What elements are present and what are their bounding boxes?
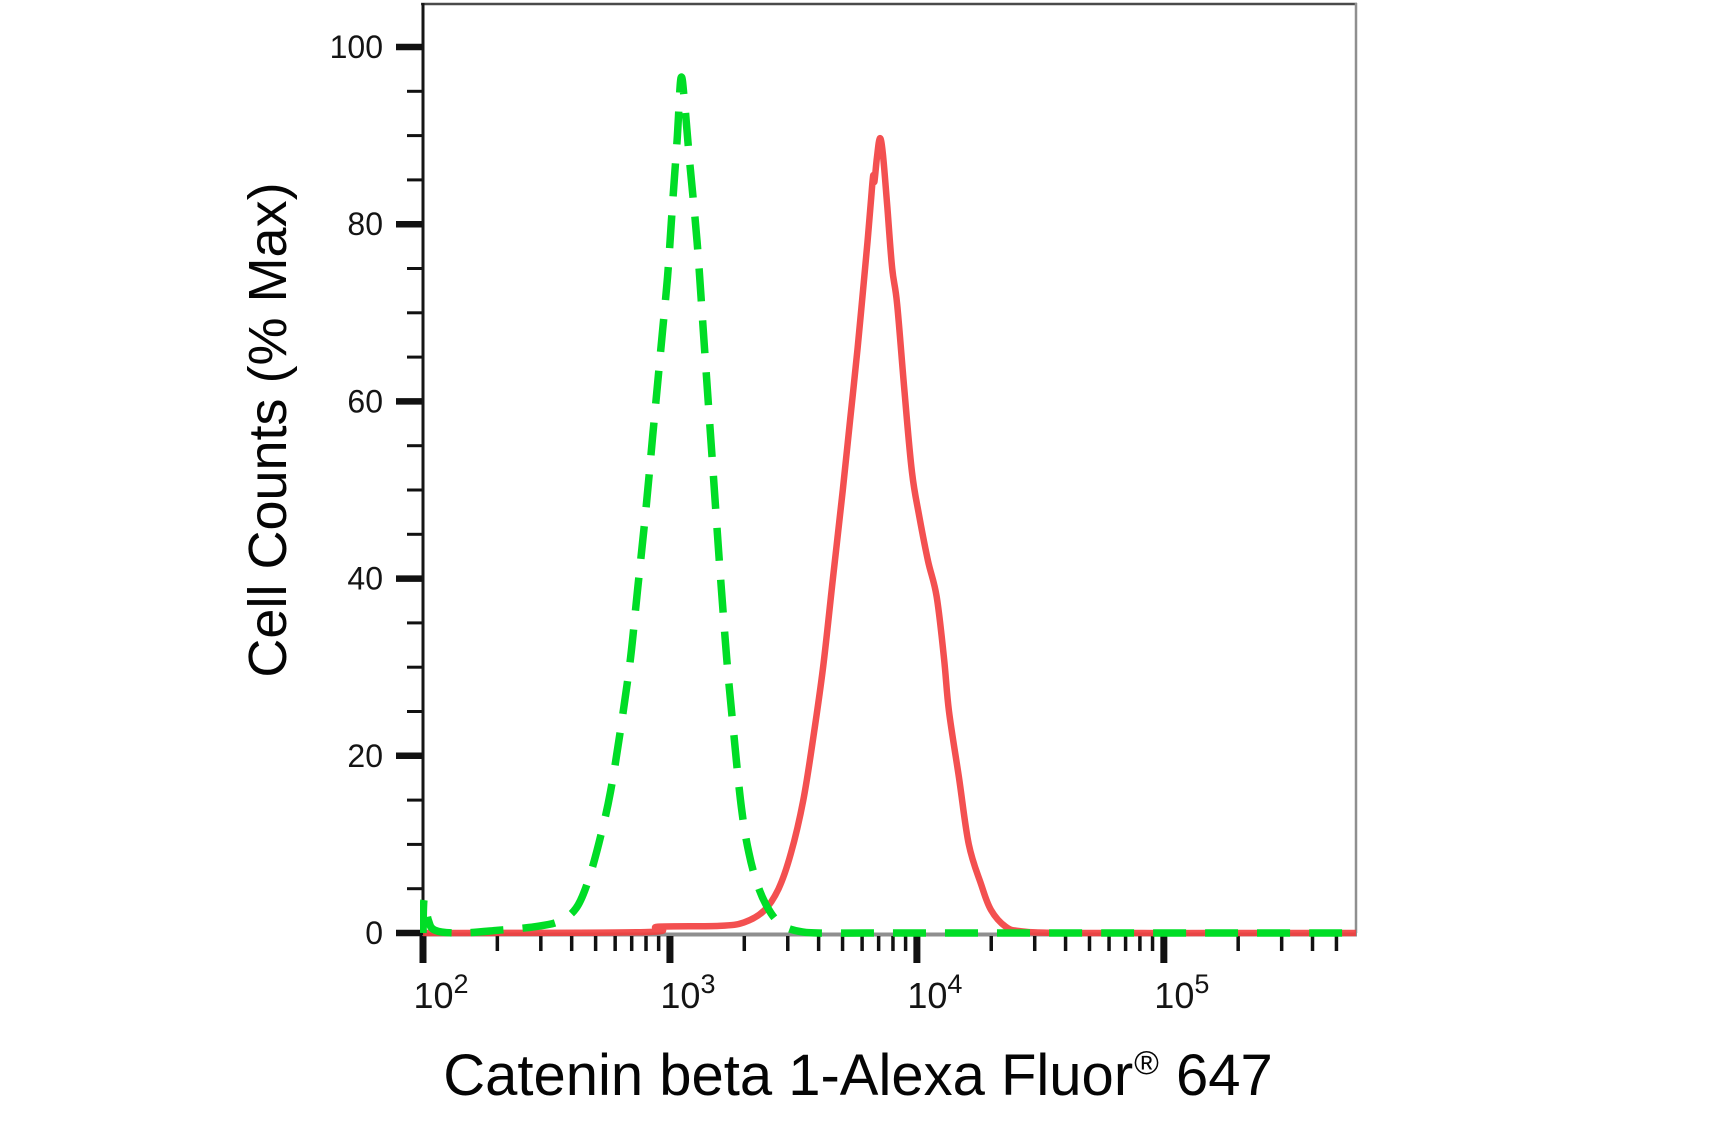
y-tick-label: 40	[347, 561, 383, 597]
y-axis-title: Cell Counts (% Max)	[238, 182, 298, 678]
y-tick-label: 60	[347, 383, 383, 419]
x-axis-title-suffix: 647	[1159, 1043, 1273, 1108]
x-tick-label: 102	[413, 969, 468, 1016]
registered-trademark-symbol: ®	[1134, 1045, 1159, 1083]
x-axis-title-main: Catenin beta 1-Alexa Fluor	[443, 1043, 1134, 1108]
y-tick-label: 20	[347, 738, 383, 774]
x-axis-title: Catenin beta 1-Alexa Fluor® 647	[443, 1042, 1273, 1109]
curve-green-dashed	[420, 73, 1356, 937]
y-tick-label: 0	[365, 915, 383, 951]
x-tick-label: 105	[1154, 969, 1209, 1016]
curve-red-solid	[422, 134, 1356, 937]
y-tick-label: 100	[330, 29, 383, 65]
x-tick-label: 104	[907, 969, 962, 1016]
x-tick-label: 103	[660, 969, 715, 1016]
y-tick-label: 80	[347, 206, 383, 242]
